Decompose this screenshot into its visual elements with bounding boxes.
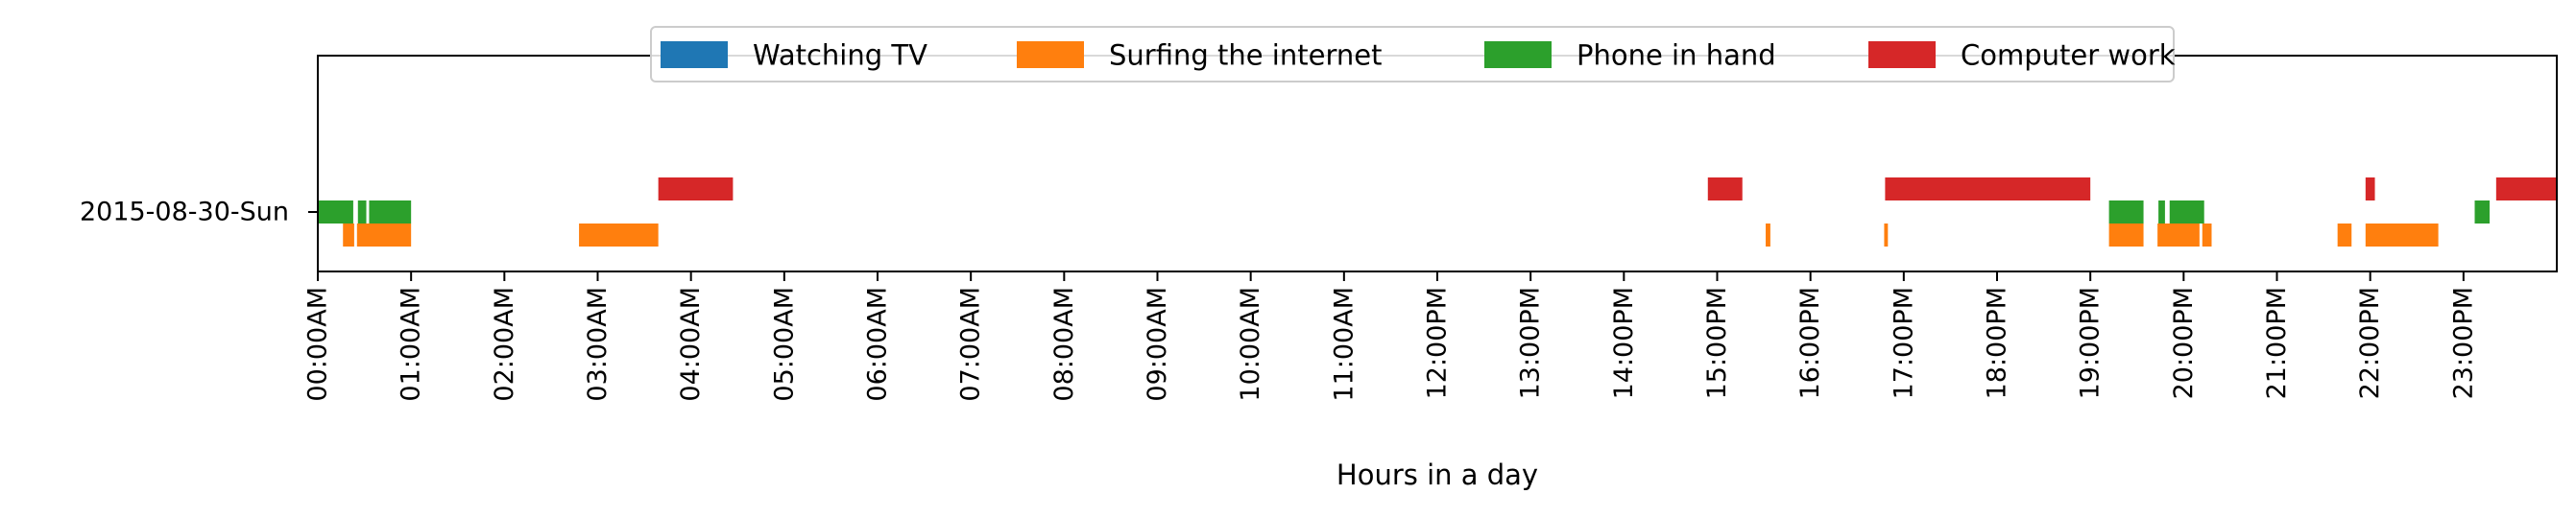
x-tick-label: 04:00AM bbox=[676, 287, 706, 402]
x-tick-label: 09:00AM bbox=[1143, 287, 1172, 402]
x-tick-label: 10:00AM bbox=[1236, 287, 1265, 402]
bar-surfing-the-internet-1 bbox=[356, 224, 412, 247]
x-tick-label: 19:00PM bbox=[2076, 287, 2106, 399]
bar-phone-in-hand-2 bbox=[369, 200, 412, 224]
legend-label: Phone in hand bbox=[1577, 39, 1776, 72]
bar-surfing-the-internet-2 bbox=[579, 224, 659, 247]
bar-phone-in-hand-3 bbox=[2108, 200, 2144, 224]
x-tick-label: 18:00PM bbox=[1983, 287, 2012, 399]
bar-surfing-the-internet-3 bbox=[1766, 224, 1770, 247]
bar-surfing-the-internet-5 bbox=[2108, 224, 2144, 247]
x-tick-label: 03:00AM bbox=[583, 287, 613, 402]
x-tick-label: 21:00PM bbox=[2262, 287, 2292, 399]
bar-surfing-the-internet-0 bbox=[343, 224, 354, 247]
x-tick-label: 12:00PM bbox=[1423, 287, 1453, 399]
x-tick-label: 05:00AM bbox=[769, 287, 799, 402]
bar-surfing-the-internet-7 bbox=[2202, 224, 2212, 247]
legend-swatch-computer-work bbox=[1868, 41, 1936, 68]
x-tick-label: 11:00AM bbox=[1329, 287, 1359, 402]
x-tick-label: 08:00AM bbox=[1049, 287, 1079, 402]
x-tick-label: 00:00AM bbox=[303, 287, 333, 402]
bar-surfing-the-internet-4 bbox=[1884, 224, 1889, 247]
bar-surfing-the-internet-9 bbox=[2365, 224, 2439, 247]
legend-label: Watching TV bbox=[753, 39, 927, 72]
x-tick-label: 17:00PM bbox=[1889, 287, 1918, 399]
bar-surfing-the-internet-6 bbox=[2157, 224, 2200, 247]
x-tick-label: 02:00AM bbox=[490, 287, 519, 402]
activity-bars bbox=[318, 177, 2557, 247]
x-tick-label: 20:00PM bbox=[2169, 287, 2199, 399]
legend-label: Computer work bbox=[1961, 39, 2176, 72]
x-tick-label: 23:00PM bbox=[2448, 287, 2478, 399]
bar-phone-in-hand-1 bbox=[357, 200, 367, 224]
bar-computer-work-4 bbox=[2495, 177, 2557, 200]
x-tick-label: 16:00PM bbox=[1795, 287, 1825, 399]
bar-computer-work-0 bbox=[658, 177, 734, 200]
x-tick-label: 07:00AM bbox=[956, 287, 986, 402]
bar-computer-work-2 bbox=[1885, 177, 2091, 200]
x-axis-label: Hours in a day bbox=[1336, 459, 1538, 491]
x-tick-label: 22:00PM bbox=[2355, 287, 2385, 399]
x-tick-label: 14:00PM bbox=[1609, 287, 1639, 399]
bar-computer-work-1 bbox=[1707, 177, 1743, 200]
x-tick-label: 01:00AM bbox=[397, 287, 426, 402]
bar-computer-work-3 bbox=[2365, 177, 2375, 200]
legend-label: Surfing the internet bbox=[1109, 39, 1382, 72]
x-tick-label: 13:00PM bbox=[1516, 287, 1546, 399]
bar-phone-in-hand-4 bbox=[2158, 200, 2165, 224]
y-tick-label: 2015-08-30-Sun bbox=[80, 198, 289, 227]
bar-phone-in-hand-6 bbox=[2474, 200, 2491, 224]
legend-swatch-surfing-the-internet bbox=[1017, 41, 1084, 68]
bar-phone-in-hand-0 bbox=[318, 200, 353, 224]
bar-phone-in-hand-5 bbox=[2169, 200, 2204, 224]
legend: Watching TV Surfing the internet Phone in … bbox=[650, 26, 2176, 82]
legend-swatch-phone-in-hand bbox=[1484, 41, 1552, 68]
bar-surfing-the-internet-8 bbox=[2337, 224, 2352, 247]
x-axis-ticks: 00:00AM 01:00AM 02:00AM 03:00AM 04:00AM 05:00… bbox=[303, 271, 2478, 402]
legend-swatch-watching-tv bbox=[661, 41, 728, 68]
x-tick-label: 06:00AM bbox=[863, 287, 893, 402]
y-axis-ticks: 2015-08-30-Sun bbox=[80, 198, 318, 227]
x-tick-label: 15:00PM bbox=[1702, 287, 1732, 399]
